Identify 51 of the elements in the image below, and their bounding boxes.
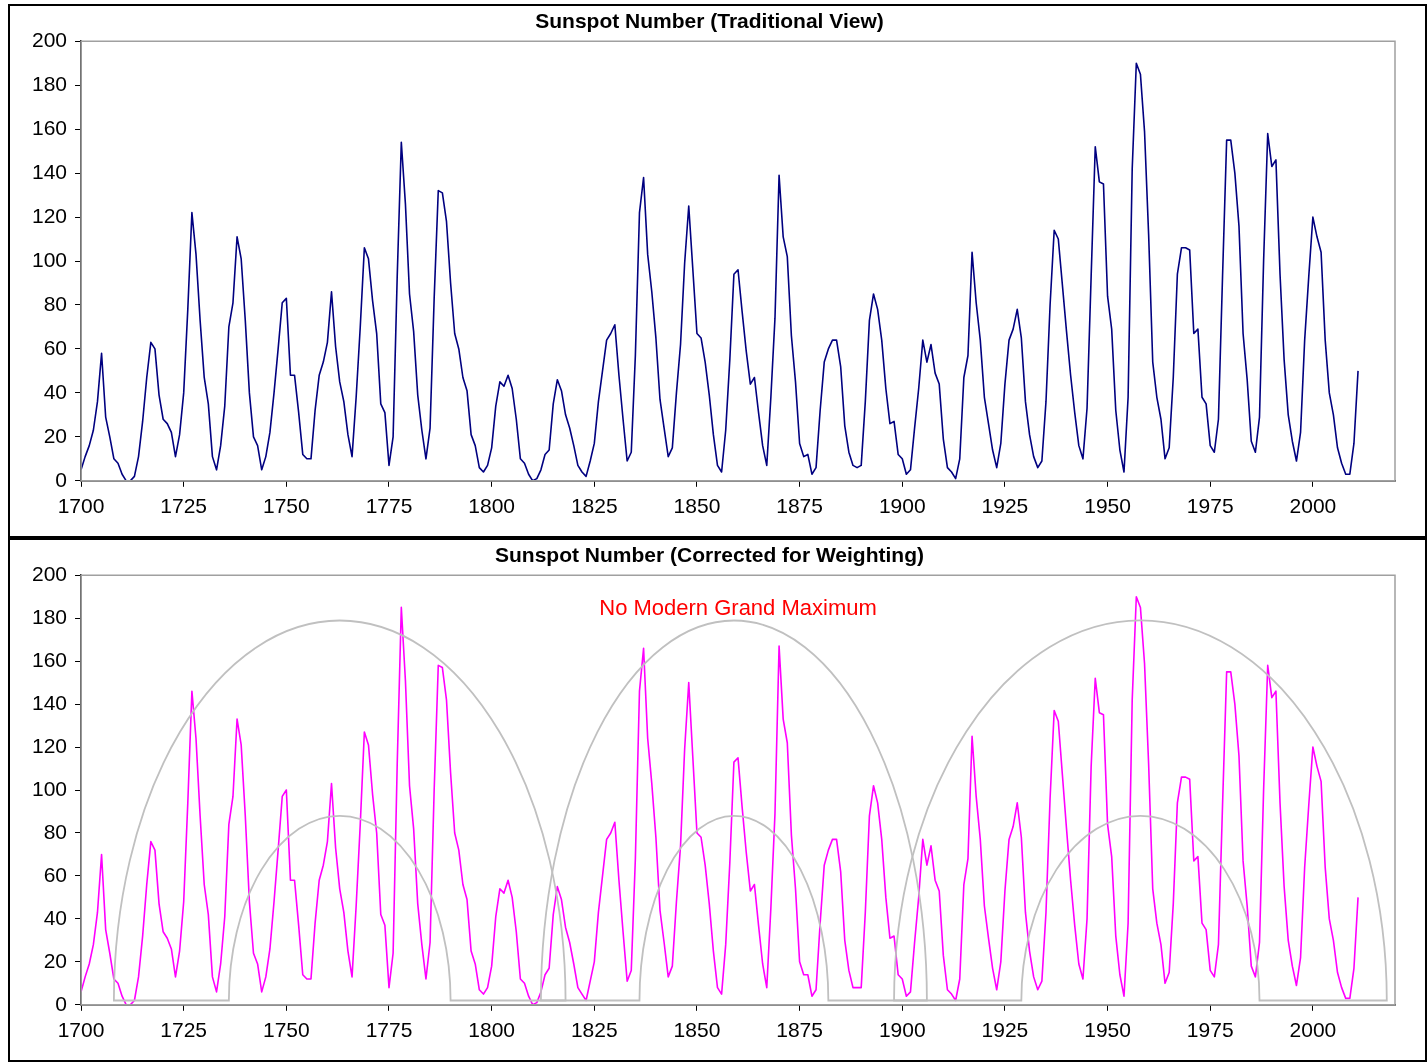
y-tick-label: 0: [55, 991, 68, 1015]
x-tick-label: 1875: [776, 494, 823, 518]
y-tick-label: 160: [31, 115, 68, 139]
y-tick-label: 180: [31, 604, 68, 628]
y-tick-label: 180: [31, 71, 68, 95]
chart-title: Sunspot Number (Traditional View): [535, 9, 884, 33]
x-tick-label: 1800: [468, 1018, 516, 1042]
x-tick-label: 1950: [1084, 1018, 1131, 1042]
x-tick-label: 1900: [878, 494, 926, 518]
x-tick-label: 1750: [262, 494, 310, 518]
x-tick-label: 1750: [262, 1018, 310, 1042]
y-tick-label: 0: [55, 467, 68, 491]
x-tick-label: 1900: [878, 1018, 926, 1042]
y-tick-label: 200: [31, 28, 68, 51]
x-tick-label: 1775: [365, 1018, 413, 1042]
y-tick-label: 100: [31, 247, 68, 271]
x-tick-label: 1950: [1084, 494, 1131, 518]
x-tick-label: 1975: [1186, 494, 1234, 518]
y-tick-label: 140: [31, 690, 68, 714]
x-tick-label: 1825: [570, 1018, 618, 1042]
x-tick-label: 2000: [1289, 494, 1337, 518]
y-tick-label: 60: [43, 335, 68, 359]
x-tick-label: 2000: [1289, 1018, 1337, 1042]
y-tick-label: 80: [43, 819, 68, 843]
y-tick-label: 120: [31, 733, 68, 757]
x-tick-label: 1925: [981, 494, 1029, 518]
y-tick-label: 40: [43, 905, 68, 929]
y-tick-label: 20: [43, 948, 68, 972]
y-tick-label: 40: [43, 379, 68, 403]
x-tick-label: 1825: [570, 494, 618, 518]
x-tick-label: 1875: [776, 1018, 823, 1042]
x-tick-label: 1850: [673, 1018, 721, 1042]
y-tick-label: 100: [31, 776, 68, 800]
y-tick-label: 120: [31, 203, 68, 227]
annotation: No Modern Grand Maximum: [599, 595, 877, 621]
y-tick-label: 20: [43, 423, 68, 447]
x-tick-label: 1725: [160, 1018, 208, 1042]
y-tick-label: 200: [31, 562, 68, 585]
y-tick-label: 140: [31, 159, 68, 183]
x-tick-label: 1725: [160, 494, 208, 518]
x-tick-label: 1925: [981, 1018, 1029, 1042]
chart-title: Sunspot Number (Corrected for Weighting): [495, 543, 924, 567]
x-tick-label: 1975: [1186, 1018, 1234, 1042]
x-tick-label: 1700: [57, 494, 105, 518]
x-tick-label: 1850: [673, 494, 721, 518]
y-tick-label: 60: [43, 862, 68, 886]
y-tick-label: 80: [43, 291, 68, 315]
x-tick-label: 1700: [57, 1018, 105, 1042]
y-tick-label: 160: [31, 647, 68, 671]
x-tick-label: 1800: [468, 494, 516, 518]
x-tick-label: 1775: [365, 494, 413, 518]
